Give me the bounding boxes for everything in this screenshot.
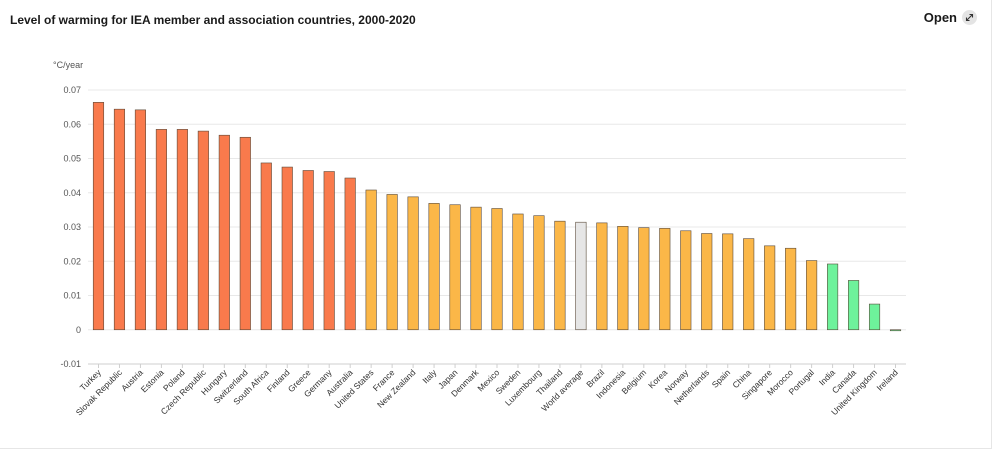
chart-title: Level of warming for IEA member and asso… xyxy=(10,13,416,27)
bar-ireland[interactable] xyxy=(889,329,902,332)
x-tick-label: Estonia xyxy=(139,367,166,394)
bar-switzerland[interactable] xyxy=(239,136,251,331)
bar-czech-republic[interactable] xyxy=(197,130,209,331)
bar-sweden[interactable] xyxy=(512,213,524,331)
bar-morocco[interactable] xyxy=(785,247,797,331)
bar-luxembourg[interactable] xyxy=(533,215,545,331)
bar-netherlands[interactable] xyxy=(701,233,713,331)
bar-france[interactable] xyxy=(386,194,398,331)
bar-hungary[interactable] xyxy=(218,134,230,331)
y-tick-label: 0.04 xyxy=(63,188,81,198)
bar-denmark[interactable] xyxy=(470,206,482,331)
y-axis-unit: °C/year xyxy=(53,60,83,70)
bar-italy[interactable] xyxy=(428,203,440,331)
bar-japan[interactable] xyxy=(449,204,461,331)
bar-singapore[interactable] xyxy=(764,245,776,331)
bar-australia[interactable] xyxy=(344,177,356,331)
bar-estonia[interactable] xyxy=(155,129,167,331)
y-tick-label: -0.01 xyxy=(60,359,81,369)
y-tick-label: 0.05 xyxy=(63,154,81,164)
bar-thailand[interactable] xyxy=(554,220,566,331)
bar-united-kingdom[interactable] xyxy=(868,303,881,331)
y-tick-label: 0.01 xyxy=(63,291,81,301)
x-axis xyxy=(88,363,906,368)
bar-finland[interactable] xyxy=(281,166,293,331)
bar-austria[interactable] xyxy=(134,109,146,331)
bar-indonesia[interactable] xyxy=(617,226,629,331)
bar-china[interactable] xyxy=(743,238,755,331)
bar-norway[interactable] xyxy=(680,230,692,331)
expand-arrows-icon xyxy=(962,10,977,25)
open-button[interactable]: Open xyxy=(924,10,977,25)
bar-spain[interactable] xyxy=(722,233,734,331)
y-tick-label: 0.06 xyxy=(63,119,81,129)
x-tick-label: Ireland xyxy=(874,367,900,393)
y-tick-label: 0.03 xyxy=(63,222,81,232)
bar-india[interactable] xyxy=(827,263,839,331)
bar-belgium[interactable] xyxy=(638,227,650,331)
y-tick-label: 0.02 xyxy=(63,256,81,266)
bar-south-africa[interactable] xyxy=(260,162,272,331)
bar-portugal[interactable] xyxy=(806,260,818,331)
bar-mexico[interactable] xyxy=(491,208,503,331)
bar-new-zealand[interactable] xyxy=(407,196,419,331)
y-axis-ticks: -0.01 0 0.01 0.02 0.03 0.04 0.05 0.06 0.07 xyxy=(60,85,81,369)
y-tick-label: 0 xyxy=(76,325,81,335)
bar-korea[interactable] xyxy=(659,228,671,331)
x-tick-label: Spain xyxy=(710,367,733,390)
bar-slovak-republic[interactable] xyxy=(113,108,126,331)
bar-germany[interactable] xyxy=(323,171,335,331)
bar-brazil[interactable] xyxy=(596,222,608,331)
bar-world-average[interactable] xyxy=(575,221,587,331)
bar-turkey[interactable] xyxy=(92,102,105,331)
bars xyxy=(92,102,902,332)
bar-poland[interactable] xyxy=(176,129,188,331)
bar-canada[interactable] xyxy=(848,280,860,331)
open-button-label: Open xyxy=(923,10,957,25)
bar-greece[interactable] xyxy=(302,170,314,331)
y-tick-label: 0.07 xyxy=(63,85,81,95)
bar-united-states[interactable] xyxy=(365,189,377,331)
